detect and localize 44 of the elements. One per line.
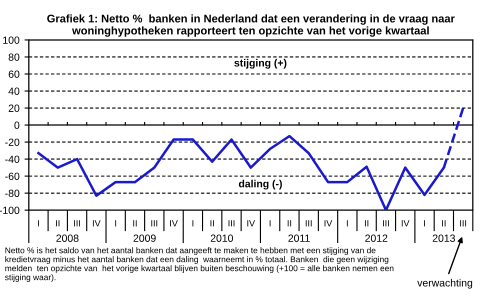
y-tick-label: -60: [5, 172, 20, 180]
y-tick-label: 60: [8, 70, 20, 78]
x-tick-label: I: [270, 220, 271, 226]
annotation: stijging (+): [234, 58, 286, 69]
y-tick-label: -20: [5, 138, 20, 146]
x-tick-label: II: [210, 220, 214, 226]
annotation: daling (-): [238, 180, 282, 190]
x-tick-label: II: [442, 220, 446, 226]
x-tick-label: II: [288, 220, 292, 226]
x-tick-label: II: [364, 220, 368, 226]
y-tick-label: -40: [5, 156, 20, 163]
x-tick-label: IV: [247, 220, 256, 226]
x-tick-label: III: [383, 220, 389, 226]
text: 2012: [365, 234, 388, 242]
text: Netto % is het saldo van het aantal banken dat aangeeft te maken te hebben met een stijging van de kredietvraag minus het aantal banken dat een daling waarneemt in % totaal. Banken die geen wijziging melden ten opzichte van het vorige kwartaal blijven buiten beschouwing (+100 = alle banken nemen een stijging waar).: [5, 247, 394, 282]
x-tick-label: IV: [92, 220, 101, 226]
x-tick-label: III: [460, 220, 466, 226]
x-tick-label: IV: [402, 220, 410, 226]
y-tick-label: 100: [3, 36, 20, 44]
x-tick-label: IV: [170, 220, 178, 226]
y-tick-label: 40: [8, 88, 20, 95]
x-tick-label: I: [115, 220, 116, 226]
x-tick-label: II: [133, 220, 137, 226]
x-tick-label: III: [306, 220, 312, 226]
x-tick-label: I: [38, 220, 39, 226]
x-tick-label: IV: [324, 220, 332, 226]
x-tick-label: I: [424, 220, 425, 226]
x-tick-label: I: [346, 220, 348, 226]
text: verwachting: [417, 278, 472, 289]
y-tick-label: 0: [14, 122, 20, 129]
text: 2009: [134, 234, 156, 242]
y-tick-label: 20: [8, 104, 20, 112]
x-tick-label: II: [56, 220, 60, 226]
x-tick-label: III: [228, 220, 234, 226]
x-tick-label: III: [74, 220, 80, 226]
text: 2013: [432, 234, 455, 242]
x-tick-label: I: [192, 220, 194, 226]
text: 2008: [56, 234, 79, 242]
y-tick-label: 80: [8, 53, 20, 61]
y-tick-label: -80: [5, 190, 20, 198]
text: 2010: [210, 234, 234, 242]
chart-title: Grafiek 1: Netto % banken in Nederland dat een verandering in de vraag naar woninghypotheken rapporteert ten opzichte van het vorige kwartaal: [47, 14, 455, 37]
x-tick-label: III: [151, 220, 158, 226]
text: 2011: [288, 234, 310, 242]
